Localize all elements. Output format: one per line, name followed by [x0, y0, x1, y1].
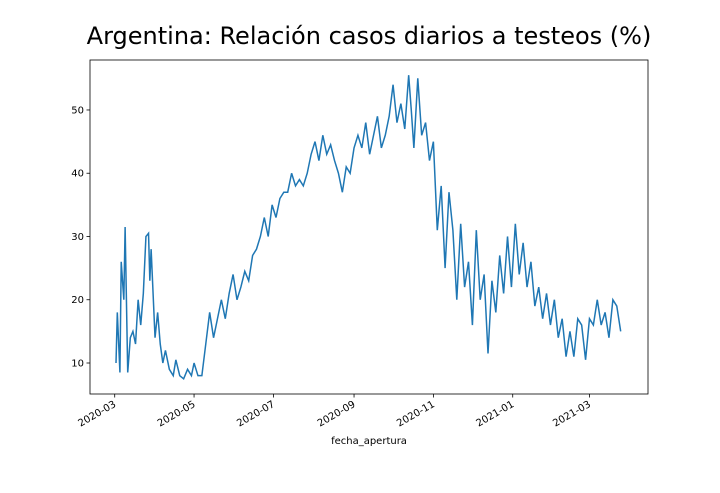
- y-tick-label: 40: [71, 169, 84, 180]
- y-tick-label: 50: [71, 105, 84, 116]
- y-tick-label: 20: [71, 295, 84, 306]
- x-tick-label: 2020-11: [395, 399, 437, 429]
- data-line: [115, 75, 622, 381]
- chart-title: Argentina: Relación casos diarios a test…: [87, 22, 652, 50]
- x-tick-label: 2020-05: [156, 399, 198, 429]
- x-axis-label: fecha_apertura: [331, 436, 407, 447]
- plot-area: [89, 59, 649, 395]
- x-tick-label: 2020-09: [316, 399, 358, 429]
- x-tick-label: 2021-01: [475, 399, 517, 429]
- y-tick-label: 30: [71, 232, 84, 243]
- x-tick-label: 2021-03: [551, 399, 593, 429]
- x-tick-label: 2020-03: [77, 399, 119, 429]
- y-tick-label: 10: [71, 359, 84, 370]
- x-tick-label: 2020-07: [235, 399, 277, 429]
